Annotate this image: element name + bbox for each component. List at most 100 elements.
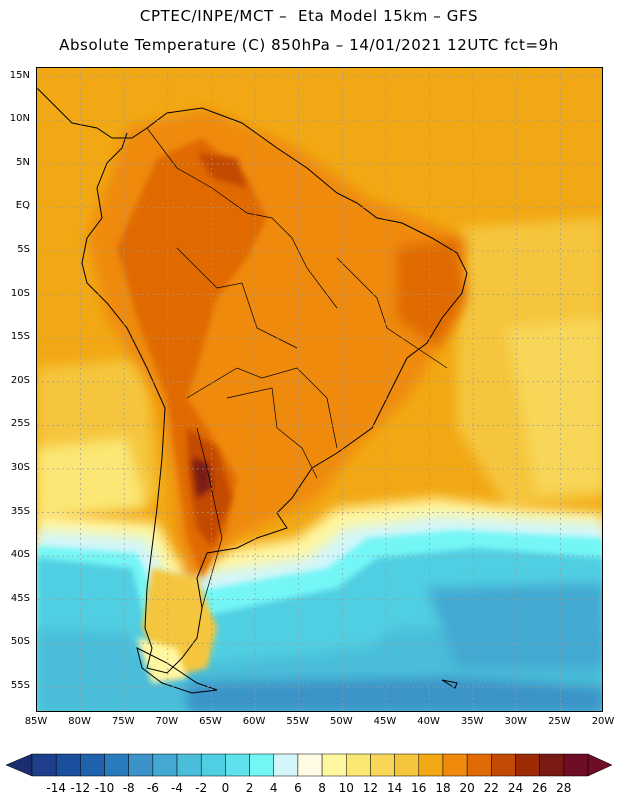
temperature-map — [37, 68, 602, 711]
legend-tick-label: 14 — [386, 781, 403, 795]
legend-swatch — [321, 753, 347, 777]
legend-swatch — [491, 753, 516, 777]
lon-tick-label: 45W — [373, 716, 397, 727]
legend-swatch — [55, 753, 81, 777]
lon-tick-label: 50W — [329, 716, 353, 727]
legend-underflow-arrow — [5, 753, 33, 777]
field-12-pacific — [37, 438, 147, 518]
legend-swatch — [152, 753, 178, 777]
lon-tick-label: 55W — [286, 716, 309, 727]
lon-tick-label: 30W — [504, 716, 528, 727]
country-borders — [146, 127, 448, 609]
legend-tick-label: 22 — [483, 781, 499, 795]
legend-tick-label: 16 — [411, 781, 427, 795]
legend-tick-label: 6 — [294, 781, 302, 795]
lat-tick-label: 15S — [10, 331, 30, 343]
legend-swatch — [346, 753, 371, 777]
color-legend — [5, 753, 613, 777]
coastlines — [37, 87, 468, 694]
lat-tick-label: 20S — [10, 374, 30, 386]
legend-swatch — [128, 753, 154, 777]
legend-swatch — [273, 753, 299, 777]
legend-tick-label: -10 — [94, 781, 115, 795]
temperature-field — [37, 68, 602, 711]
legend-swatch — [466, 753, 492, 777]
legend-tick-label: -8 — [122, 781, 135, 795]
lon-tick-label: 40W — [417, 716, 440, 727]
legend-tick-label: 26 — [532, 781, 548, 795]
lat-tick-label: 5S — [17, 244, 30, 256]
lon-tick-label: 70W — [155, 716, 179, 727]
chart-title-line2: Absolute Temperature (C) 850hPa – 14/01/… — [59, 36, 559, 54]
field-14-atlantic — [507, 318, 602, 493]
legend-tick-label: -14 — [46, 781, 66, 795]
field-22-nebrazil — [397, 238, 467, 348]
lon-tick-label: 35W — [460, 716, 484, 727]
lat-tick-label: 5N — [16, 156, 30, 168]
map-panel — [36, 67, 603, 712]
lat-tick-label: 15N — [9, 69, 30, 81]
lon-tick-label: 80W — [68, 716, 91, 727]
coastline-falklands — [441, 679, 458, 689]
legend-swatch — [297, 753, 323, 777]
legend-tick-label: 2 — [245, 781, 254, 795]
lon-tick-label: 75W — [111, 716, 135, 727]
legend-tick-label: -6 — [146, 781, 159, 795]
legend-swatch — [225, 753, 250, 777]
lat-tick-label: 35S — [10, 505, 30, 517]
lat-tick-label: 40S — [10, 549, 30, 561]
legend-swatch — [370, 753, 395, 777]
field-minus4 — [427, 583, 602, 668]
legend-tick-label: 20 — [459, 781, 475, 795]
legend-swatch — [80, 753, 105, 777]
legend-swatch — [249, 753, 274, 777]
legend-tick-label: -12 — [70, 781, 91, 795]
legend-swatch — [539, 753, 565, 777]
lat-tick-label: 30S — [10, 461, 30, 473]
legend-swatch — [442, 753, 468, 777]
field-24-venezuela — [197, 153, 247, 188]
lon-tick-label: 85W — [24, 716, 48, 727]
legend-swatch — [394, 753, 420, 777]
legend-swatch — [200, 753, 226, 777]
legend-tick-label: 8 — [318, 781, 326, 795]
legend-tick-label: -2 — [195, 781, 208, 795]
lat-tick-label: 45S — [10, 592, 30, 604]
legend-overflow-arrow — [587, 753, 613, 777]
legend-swatch — [515, 753, 540, 777]
legend-tick-label: -4 — [171, 781, 184, 795]
border-5 — [196, 427, 223, 609]
border-2 — [176, 247, 298, 349]
legend-swatch — [418, 753, 444, 777]
lon-tick-label: 20W — [591, 716, 615, 727]
border-6 — [336, 257, 448, 369]
field-22-andes — [117, 138, 267, 578]
legend-swatch — [104, 753, 129, 777]
lat-tick-label: 50S — [10, 636, 30, 648]
legend-swatch — [31, 753, 57, 777]
border-3 — [186, 367, 338, 449]
legend-tick-label: 28 — [556, 781, 572, 795]
border-1 — [146, 127, 338, 309]
chart-title-line1: CPTEC/INPE/MCT – Eta Model 15km – GFS — [139, 7, 479, 25]
legend-swatch — [563, 753, 589, 777]
lat-tick-label: 10N — [9, 113, 30, 125]
legend-tick-label: 12 — [362, 781, 379, 795]
field-minus6 — [187, 678, 602, 711]
lat-tick-label: 10S — [10, 287, 30, 299]
lat-tick-label: EQ — [15, 200, 30, 212]
legend-tick-label: 0 — [221, 781, 230, 795]
legend-swatch — [176, 753, 202, 777]
legend-tick-label: 18 — [435, 781, 451, 795]
coastline-tierra-del-fuego — [136, 647, 218, 694]
legend-tick-label: 4 — [269, 781, 278, 795]
lon-tick-label: 60W — [242, 716, 266, 727]
border-4 — [226, 387, 318, 479]
coastline-south-america — [37, 87, 468, 674]
legend-tick-label: 24 — [507, 781, 524, 795]
lon-tick-label: 25W — [548, 716, 571, 727]
lat-tick-label: 25S — [10, 418, 30, 430]
lon-tick-label: 65W — [199, 716, 222, 727]
lat-tick-label: 55S — [10, 679, 30, 691]
legend-tick-label: 10 — [338, 781, 354, 795]
